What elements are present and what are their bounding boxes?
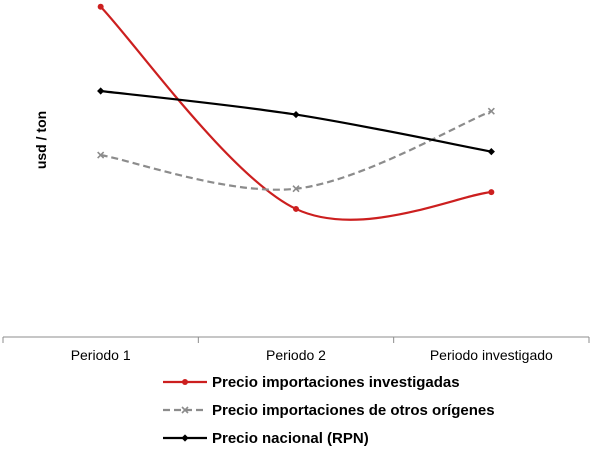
x-axis-ticks xyxy=(2,337,590,343)
legend-item-precio-importaciones-de-otros-origenes: Precio importaciones de otros orígenes xyxy=(163,402,495,419)
y-axis-label: usd / ton xyxy=(33,111,49,169)
legend-label: Precio importaciones de otros orígenes xyxy=(212,402,495,419)
data-point-precio-nacional-rpn-1 xyxy=(97,87,105,95)
series-line-precio-importaciones-de-otros-origenes xyxy=(100,110,492,191)
legend: Precio importaciones investigadas Precio … xyxy=(163,374,495,447)
legend-marker xyxy=(181,406,189,414)
x-axis-tick-labels: Periodo 1 Periodo 2 Periodo investigado xyxy=(71,347,553,363)
data-point-precio-importaciones-investigadas-1 xyxy=(97,3,104,10)
series-precio-nacional-rpn xyxy=(97,87,495,156)
data-point-precio-importaciones-investigadas-2 xyxy=(293,205,299,212)
data-point-precio-importaciones-investigadas-3 xyxy=(488,189,495,196)
plot-area xyxy=(97,3,495,221)
data-point-precio-importaciones-de-otros-origenes-1 xyxy=(97,151,105,159)
legend-item-precio-nacional-rpn: Precio nacional (RPN) xyxy=(163,430,369,447)
data-point-precio-importaciones-de-otros-origenes-3 xyxy=(487,107,495,115)
legend-label: Precio importaciones investigadas xyxy=(212,374,460,391)
x-tick-label-periodo-2: Periodo 2 xyxy=(266,347,326,363)
series-line-precio-nacional-rpn xyxy=(100,89,492,153)
legend-item-precio-importaciones-investigadas: Precio importaciones investigadas xyxy=(163,374,460,391)
data-point-precio-nacional-rpn-3 xyxy=(487,148,495,156)
x-tick-label-periodo-1: Periodo 1 xyxy=(71,347,131,363)
x-tick-label-periodo-investigado: Periodo investigado xyxy=(430,347,553,363)
data-point-precio-importaciones-de-otros-origenes-2 xyxy=(292,185,300,193)
series-precio-importaciones-investigadas xyxy=(97,3,495,221)
series-precio-importaciones-de-otros-origenes xyxy=(97,107,495,193)
legend-label: Precio nacional (RPN) xyxy=(212,430,369,447)
legend-marker xyxy=(181,434,189,442)
data-point-precio-nacional-rpn-2 xyxy=(292,110,300,119)
legend-marker xyxy=(182,379,188,385)
